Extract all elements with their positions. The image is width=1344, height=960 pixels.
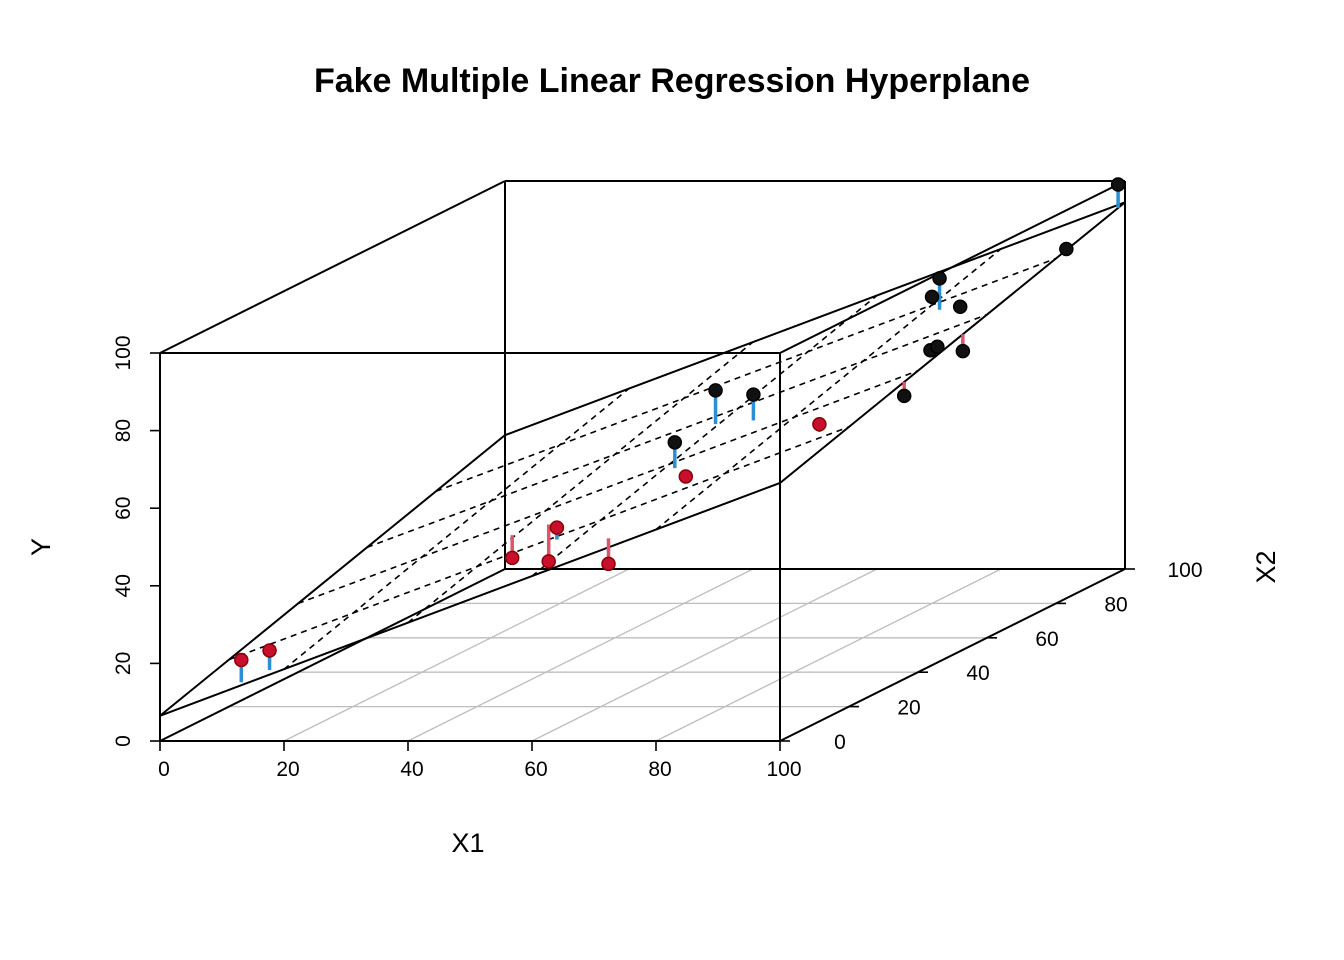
data-point-8 <box>678 469 694 484</box>
data-point-17 <box>896 388 912 404</box>
data-point-18 <box>1110 177 1126 192</box>
x2-tick-label-20: 20 <box>897 697 920 720</box>
data-points <box>234 177 1126 668</box>
plane-outline <box>159 201 1126 717</box>
x2-axis-label: X2 <box>1251 550 1281 583</box>
x2-tick-label-80: 80 <box>1104 593 1127 616</box>
plane-grid-x1-40 <box>407 341 754 624</box>
data-point-12 <box>932 271 947 286</box>
axis-ticks: 0 20 40 60 80 100 0 20 40 60 80 100 0 20 40 60 80 100 <box>112 335 1203 781</box>
data-point-3 <box>541 554 556 569</box>
plane-grid-x2-20 <box>228 426 850 661</box>
grid-line-x1-20 <box>283 568 630 742</box>
chart-title: Fake Multiple Linear Regression Hyperpla… <box>314 62 1030 100</box>
plane-grid-x2-40 <box>297 369 919 605</box>
data-point-1 <box>262 643 277 658</box>
y-tick-label-40: 40 <box>112 574 135 597</box>
y-axis-label: Y <box>26 538 56 556</box>
y-tick-label-0: 0 <box>112 735 135 747</box>
x2-plane-grid <box>229 568 1056 742</box>
plane-grid-x2-60 <box>366 313 988 549</box>
data-point-10 <box>924 289 940 305</box>
x1-axis-label: X1 <box>451 828 484 858</box>
data-point-7 <box>667 435 683 450</box>
data-point-11 <box>812 416 827 432</box>
y-tick-label-60: 60 <box>112 497 135 520</box>
plane-grid-x1-20 <box>283 387 630 670</box>
data-point-6 <box>708 383 723 398</box>
front-box-frame <box>159 352 1126 742</box>
x2-tick-label-0: 0 <box>834 731 846 754</box>
y-tick-label-20: 20 <box>112 652 135 675</box>
x1-tick-label-40: 40 <box>400 758 423 781</box>
data-point-5 <box>601 556 616 572</box>
x2-tick-label-40: 40 <box>966 662 989 685</box>
x1-tick-label-60: 60 <box>524 758 547 781</box>
data-point-2 <box>504 550 520 566</box>
x1-tick-label-80: 80 <box>648 758 671 781</box>
residual-lines <box>239 184 1120 683</box>
data-point-9 <box>746 387 761 402</box>
regression-plane <box>159 201 1126 717</box>
grid-line-x1-60 <box>531 568 878 742</box>
plane-grid-x1-60 <box>531 294 878 577</box>
grid-line-x1-40 <box>407 568 754 742</box>
y-tick-label-80: 80 <box>112 419 135 442</box>
x1-tick-label-0: 0 <box>158 758 170 781</box>
frame-left-floor-edge <box>159 568 506 742</box>
data-point-13 <box>952 299 968 315</box>
y-tick-label-100: 100 <box>112 335 135 370</box>
data-point-15 <box>930 339 945 355</box>
grid-line-x1-80 <box>655 568 1002 742</box>
data-point-0 <box>234 652 249 668</box>
x1-tick-label-100: 100 <box>766 758 801 781</box>
data-point-19 <box>1059 241 1074 257</box>
plane-grid-x2-80 <box>435 257 1057 493</box>
plane-grid-x1-80 <box>655 248 1002 531</box>
data-point-4 <box>549 520 565 535</box>
x2-tick-label-60: 60 <box>1035 628 1058 651</box>
data-point-16 <box>955 343 971 359</box>
x1-tick-label-20: 20 <box>276 758 299 781</box>
frame-right-floor-edge <box>779 568 1126 742</box>
frame-left-top-edge <box>159 180 506 354</box>
x2-tick-label-100: 100 <box>1167 559 1202 582</box>
